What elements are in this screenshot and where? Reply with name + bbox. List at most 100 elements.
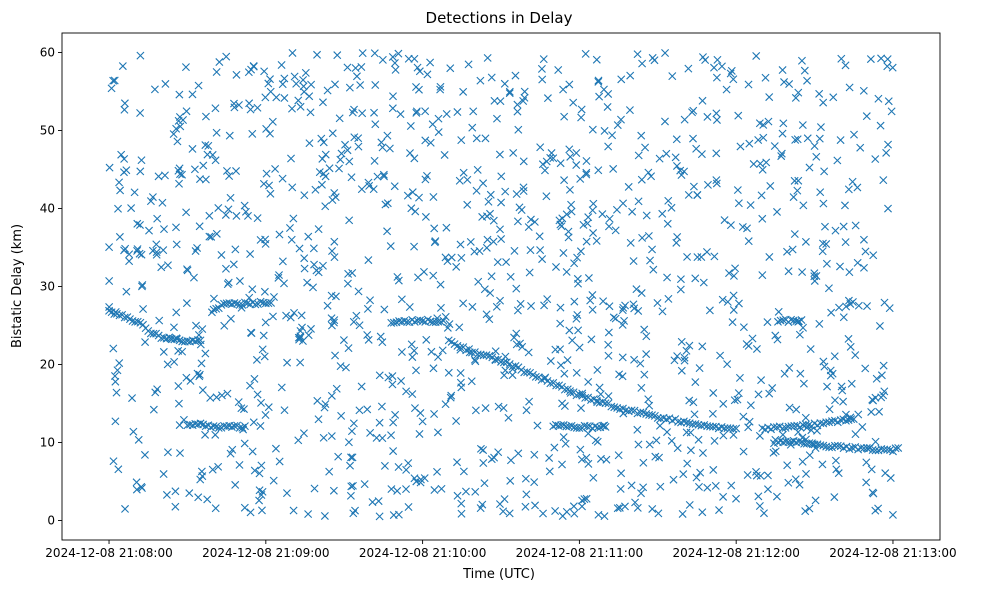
noise-point xyxy=(837,54,846,63)
noise-point xyxy=(174,166,183,175)
noise-point xyxy=(402,387,411,396)
noise-point xyxy=(594,77,603,86)
noise-point xyxy=(658,209,667,218)
noise-point xyxy=(385,144,394,153)
noise-point xyxy=(299,75,308,84)
noise-point xyxy=(655,154,664,163)
noise-point xyxy=(159,470,168,479)
noise-point xyxy=(206,393,215,402)
noise-point xyxy=(171,487,180,496)
noise-point xyxy=(789,193,798,202)
noise-point xyxy=(447,253,456,262)
noise-point xyxy=(863,302,872,311)
noise-point xyxy=(344,438,353,447)
noise-point xyxy=(487,272,496,281)
noise-point xyxy=(530,217,539,226)
noise-point xyxy=(729,430,738,439)
noise-point xyxy=(198,386,207,395)
noise-point xyxy=(562,267,571,276)
noise-point xyxy=(240,201,249,210)
noise-point xyxy=(109,344,118,353)
noise-point xyxy=(394,49,403,58)
noise-point xyxy=(471,406,480,415)
noise-point xyxy=(427,347,436,356)
track-point xyxy=(787,315,796,324)
noise-point xyxy=(536,143,545,152)
noise-point xyxy=(335,114,344,123)
noise-point xyxy=(266,87,275,96)
track-point xyxy=(627,406,636,415)
noise-point xyxy=(260,67,269,76)
noise-point xyxy=(296,358,305,367)
track-point xyxy=(482,351,491,360)
track-point xyxy=(499,358,508,367)
noise-point xyxy=(565,185,574,194)
track-point xyxy=(546,379,555,388)
noise-point xyxy=(331,351,340,360)
noise-point xyxy=(527,302,536,311)
noise-point xyxy=(457,253,466,262)
track-point xyxy=(251,300,260,309)
noise-point xyxy=(733,186,742,195)
noise-point xyxy=(120,246,129,255)
noise-point xyxy=(235,460,244,469)
track-point xyxy=(256,297,265,306)
noise-point xyxy=(482,243,491,252)
noise-point xyxy=(457,383,466,392)
noise-point xyxy=(664,294,673,303)
noise-point xyxy=(618,353,627,362)
noise-point xyxy=(530,478,539,487)
noise-point xyxy=(463,200,472,209)
noise-point xyxy=(589,473,598,482)
noise-point xyxy=(744,80,753,89)
noise-point xyxy=(535,232,544,241)
noise-point xyxy=(577,105,586,114)
noise-point xyxy=(795,480,804,489)
noise-point xyxy=(633,425,642,434)
noise-point xyxy=(378,143,387,152)
noise-point xyxy=(137,282,146,291)
noise-point xyxy=(363,331,372,339)
noise-point xyxy=(290,72,299,81)
noise-point xyxy=(415,429,424,438)
noise-point xyxy=(158,198,167,207)
noise-point xyxy=(459,168,468,177)
noise-point xyxy=(752,344,761,353)
noise-point xyxy=(320,511,329,520)
noise-point xyxy=(470,247,479,256)
noise-point xyxy=(578,502,586,511)
noise-point xyxy=(634,151,643,160)
noise-point xyxy=(513,107,522,116)
noise-point xyxy=(356,81,365,90)
noise-point xyxy=(545,453,554,462)
noise-point xyxy=(358,109,367,118)
noise-point xyxy=(234,101,243,109)
noise-point xyxy=(363,304,372,313)
noise-point xyxy=(288,48,297,57)
noise-point xyxy=(637,383,646,392)
noise-point xyxy=(195,370,204,379)
noise-point xyxy=(127,204,136,213)
noise-point xyxy=(818,460,827,469)
noise-point xyxy=(611,314,620,323)
noise-point xyxy=(455,323,464,332)
noise-point xyxy=(572,161,581,170)
track-point xyxy=(653,413,662,422)
noise-point xyxy=(565,145,574,154)
noise-point xyxy=(311,185,320,194)
noise-point xyxy=(421,136,430,145)
noise-point xyxy=(418,417,427,426)
noise-point xyxy=(765,389,774,398)
noise-point xyxy=(581,49,590,58)
noise-point xyxy=(730,396,739,405)
noise-point xyxy=(348,453,357,462)
noise-point xyxy=(174,346,183,355)
noise-point xyxy=(479,446,488,455)
noise-point xyxy=(754,390,763,399)
noise-point xyxy=(853,183,862,192)
noise-point xyxy=(726,69,735,78)
track-point xyxy=(682,418,691,427)
noise-point xyxy=(869,251,878,260)
noise-point xyxy=(229,99,238,108)
noise-point xyxy=(437,484,446,493)
